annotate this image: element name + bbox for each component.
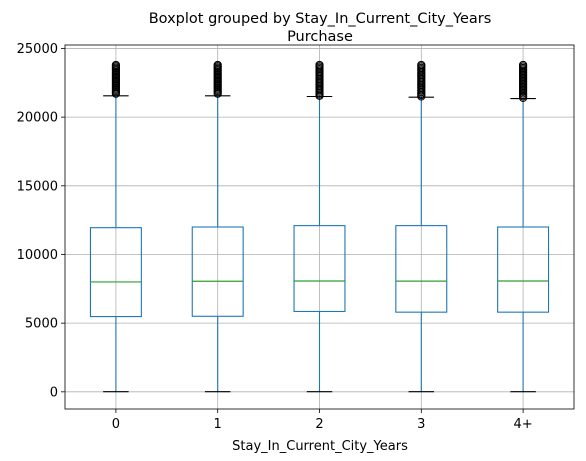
fliers bbox=[214, 61, 221, 97]
fliers bbox=[112, 61, 119, 97]
x-axis-label: Stay_In_Current_City_Years bbox=[232, 439, 408, 454]
x-tick-label: 2 bbox=[315, 417, 323, 432]
axis-layer: 0 5000 10000 15000 20000 25000 0 1 2 3 4+ bbox=[17, 42, 533, 432]
y-tick-label: 0 bbox=[50, 385, 58, 400]
box-group-0 bbox=[90, 61, 141, 391]
y-tick-label: 10000 bbox=[17, 248, 58, 263]
box-group-4+ bbox=[498, 61, 549, 391]
chart-subtitle: Purchase bbox=[287, 29, 353, 45]
x-tick-label: 3 bbox=[417, 417, 425, 432]
x-tick-label: 0 bbox=[112, 417, 120, 432]
y-tick-label: 15000 bbox=[17, 179, 58, 194]
x-tick-label: 4+ bbox=[514, 417, 533, 432]
box-group-1 bbox=[192, 61, 243, 391]
chart-title: Boxplot grouped by Stay_In_Current_City_… bbox=[149, 11, 492, 27]
x-tick-label: 1 bbox=[214, 417, 222, 432]
y-tick-label: 20000 bbox=[17, 111, 58, 126]
y-tick-label: 5000 bbox=[25, 317, 58, 332]
y-tick-label: 25000 bbox=[17, 42, 58, 57]
